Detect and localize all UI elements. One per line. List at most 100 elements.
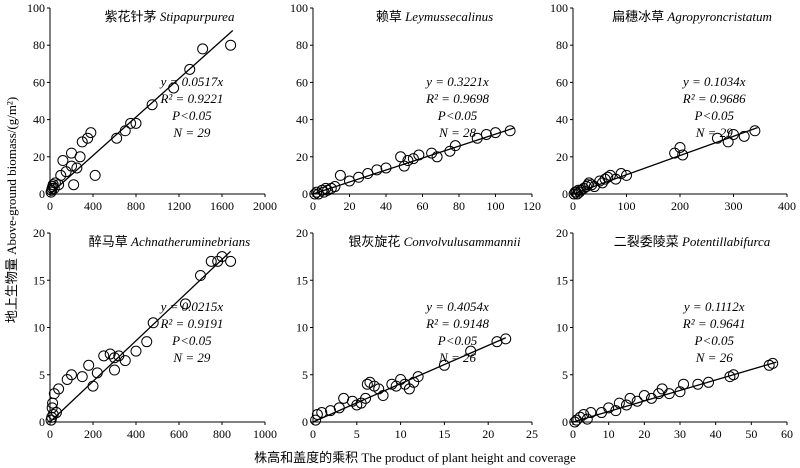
- y-tick-label: 80: [556, 38, 568, 52]
- x-tick-label: 400: [127, 427, 145, 441]
- data-point: [674, 142, 686, 153]
- data-point: [413, 149, 425, 161]
- data-point: [168, 82, 180, 94]
- x-tick-label: 0: [570, 427, 576, 441]
- data-point: [310, 414, 322, 426]
- data-point: [104, 348, 116, 360]
- data-point: [573, 186, 585, 198]
- data-point: [333, 402, 345, 414]
- data-point: [570, 186, 582, 198]
- y-tick-label: 15: [556, 273, 568, 287]
- data-point: [55, 169, 67, 181]
- stat-equation: y = 0.1034x: [681, 74, 746, 89]
- x-tick-label: 800: [127, 199, 145, 213]
- y-tick-label: 0: [562, 415, 568, 429]
- data-point: [47, 408, 59, 420]
- panel-title-cn: 醉马草: [89, 234, 131, 249]
- x-tick-label: 0: [570, 199, 576, 213]
- data-point: [83, 359, 95, 371]
- y-tick-label: 80: [33, 38, 45, 52]
- panel-title-cn: 银灰旋花: [348, 234, 403, 249]
- data-point: [195, 270, 206, 282]
- data-point: [147, 317, 159, 329]
- x-tick-label: 15: [438, 427, 450, 441]
- y-tick-label: 0: [302, 415, 308, 429]
- data-point: [402, 155, 414, 167]
- data-point: [109, 364, 120, 376]
- x-tick-label: 0: [47, 199, 53, 213]
- panel-title-latin: Potentillabifurca: [681, 234, 771, 249]
- data-point: [179, 298, 191, 310]
- x-tick-label: 200: [84, 427, 102, 441]
- y-tick-label: 0: [302, 187, 308, 201]
- panel-2: 0 20 40 60 80 100 120 0 20 40 60 80 100 赖草 Leymusseca…: [290, 1, 541, 213]
- y-tick-label: 5: [302, 368, 308, 382]
- data-point: [119, 125, 131, 137]
- stat-p-value: P<0.05: [694, 333, 735, 348]
- y-tick-label: 100: [27, 1, 45, 15]
- data-point: [604, 169, 616, 181]
- y-tick-label: 15: [296, 273, 308, 287]
- data-point: [581, 413, 593, 425]
- data-point: [408, 376, 420, 388]
- x-tick-label: 80: [453, 199, 465, 213]
- stat-p-value: P<0.05: [437, 108, 478, 123]
- y-tick-label: 20: [33, 150, 45, 164]
- x-tick-label: 400: [778, 199, 796, 213]
- y-tick-label: 40: [556, 113, 568, 127]
- y-tick-label: 80: [296, 38, 308, 52]
- data-point: [583, 177, 595, 189]
- stat-r-squared: R² = 0.9191: [159, 316, 223, 331]
- panel-title: 醉马草 Achnatheruminebrians: [89, 234, 250, 249]
- x-tick-label: 100: [618, 199, 636, 213]
- data-point: [624, 392, 636, 404]
- y-tick-label: 20: [33, 226, 45, 240]
- data-point: [141, 336, 153, 348]
- data-point: [76, 371, 88, 383]
- panel-title-latin: Achnatheruminebrians: [130, 234, 250, 249]
- panel-title-cn: 扁穗冰草: [612, 9, 667, 24]
- x-tick-label: 50: [745, 427, 757, 441]
- x-tick-label: 1200: [167, 199, 191, 213]
- data-point: [749, 125, 761, 137]
- data-point: [119, 355, 131, 367]
- data-point: [74, 151, 86, 163]
- data-point: [728, 369, 739, 381]
- x-tick-label: 60: [417, 199, 429, 213]
- data-point: [500, 333, 512, 345]
- data-point: [711, 132, 723, 144]
- panel-title: 银灰旋花 Convolvulusammannii: [348, 234, 521, 249]
- data-point: [504, 125, 516, 137]
- y-tick-label: 40: [33, 113, 45, 127]
- data-point: [582, 179, 594, 191]
- data-point: [130, 345, 142, 357]
- stat-p-value: P<0.05: [171, 108, 212, 123]
- y-tick-label: 60: [33, 75, 45, 89]
- regression-line: [49, 250, 232, 423]
- data-point: [407, 153, 419, 165]
- data-point: [574, 411, 586, 423]
- data-point: [621, 169, 632, 181]
- data-point: [426, 147, 438, 159]
- stat-n: N = 29: [172, 125, 210, 140]
- y-tick-label: 40: [296, 113, 308, 127]
- data-point: [50, 407, 62, 419]
- panel-title-latin: Agropyroncristatum: [666, 9, 771, 24]
- data-point: [130, 117, 142, 129]
- stat-n: N = 26: [438, 350, 476, 365]
- y-tick-label: 5: [39, 368, 45, 382]
- y-tick-label: 10: [296, 321, 308, 335]
- y-tick-label: 15: [33, 273, 45, 287]
- data-point: [197, 43, 209, 55]
- data-point: [225, 255, 237, 267]
- x-tick-label: 200: [671, 199, 689, 213]
- panel-title-latin: Leymussecalinus: [404, 9, 493, 24]
- data-point: [613, 397, 625, 409]
- data-point: [380, 162, 392, 174]
- panel-title: 赖草 Leymussecalinus: [376, 9, 493, 24]
- stat-equation: y = 0.3221x: [424, 74, 489, 89]
- data-point: [312, 188, 324, 200]
- stat-n: N = 29: [695, 125, 733, 140]
- x-tick-label: 40: [710, 427, 722, 441]
